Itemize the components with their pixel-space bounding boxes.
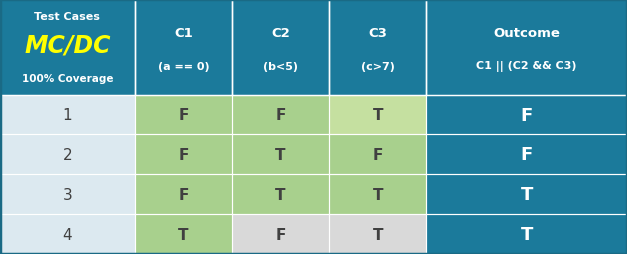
Bar xyxy=(0,95,135,135)
Text: F: F xyxy=(178,187,189,202)
Bar xyxy=(329,0,426,95)
Text: C1 || (C2 && C3): C1 || (C2 && C3) xyxy=(477,61,577,72)
Text: (c>7): (c>7) xyxy=(361,62,395,72)
Text: F: F xyxy=(275,227,286,242)
Text: (a == 0): (a == 0) xyxy=(157,62,209,72)
Bar xyxy=(426,175,627,214)
Bar xyxy=(329,135,426,175)
Text: C1: C1 xyxy=(174,27,192,40)
Text: F: F xyxy=(275,108,286,123)
Bar xyxy=(232,175,329,214)
Bar xyxy=(329,175,426,214)
Text: T: T xyxy=(372,187,383,202)
Bar xyxy=(0,0,627,95)
Text: 2: 2 xyxy=(63,147,72,162)
Bar xyxy=(135,214,232,254)
Bar xyxy=(426,95,627,135)
Bar xyxy=(232,95,329,135)
Bar xyxy=(426,175,627,214)
Text: T: T xyxy=(520,225,533,243)
Bar xyxy=(232,135,329,175)
Text: Test Cases: Test Cases xyxy=(34,12,100,22)
Bar xyxy=(0,175,135,214)
Text: F: F xyxy=(372,147,383,162)
Bar xyxy=(0,175,135,214)
Text: T: T xyxy=(372,227,383,242)
Bar xyxy=(329,175,426,214)
Text: T: T xyxy=(372,108,383,123)
Bar xyxy=(135,95,232,135)
Bar xyxy=(329,214,426,254)
Text: F: F xyxy=(178,108,189,123)
Bar xyxy=(426,135,627,175)
Bar xyxy=(0,135,135,175)
Bar xyxy=(0,95,135,135)
Bar xyxy=(0,214,135,254)
Text: C3: C3 xyxy=(368,27,387,40)
Bar xyxy=(232,214,329,254)
Bar xyxy=(426,0,627,95)
Bar xyxy=(135,135,232,175)
Text: F: F xyxy=(178,147,189,162)
Bar xyxy=(135,175,232,214)
Bar xyxy=(135,0,232,95)
Bar xyxy=(426,214,627,254)
Text: 3: 3 xyxy=(63,187,72,202)
Text: F: F xyxy=(520,146,533,164)
Bar xyxy=(329,95,426,135)
Bar xyxy=(135,95,232,135)
Bar xyxy=(232,175,329,214)
Text: T: T xyxy=(275,147,286,162)
Bar xyxy=(426,95,627,135)
Text: T: T xyxy=(275,187,286,202)
Bar xyxy=(135,135,232,175)
Bar xyxy=(426,214,627,254)
Bar xyxy=(232,214,329,254)
Text: Outcome: Outcome xyxy=(493,27,560,40)
Bar xyxy=(0,0,135,95)
Bar xyxy=(329,214,426,254)
Text: 100% Coverage: 100% Coverage xyxy=(22,74,113,84)
Text: F: F xyxy=(520,106,533,124)
Bar xyxy=(135,175,232,214)
Text: 4: 4 xyxy=(63,227,72,242)
Bar xyxy=(232,0,329,95)
Bar xyxy=(329,135,426,175)
Bar xyxy=(426,135,627,175)
Text: MC/DC: MC/DC xyxy=(24,34,110,58)
Bar xyxy=(329,95,426,135)
Bar xyxy=(135,214,232,254)
Bar xyxy=(232,95,329,135)
Text: (b<5): (b<5) xyxy=(263,62,298,72)
Text: T: T xyxy=(520,185,533,203)
Text: T: T xyxy=(178,227,189,242)
Text: C2: C2 xyxy=(271,27,290,40)
Text: 1: 1 xyxy=(63,108,72,123)
Bar xyxy=(232,135,329,175)
Bar xyxy=(0,135,135,175)
Bar xyxy=(0,214,135,254)
